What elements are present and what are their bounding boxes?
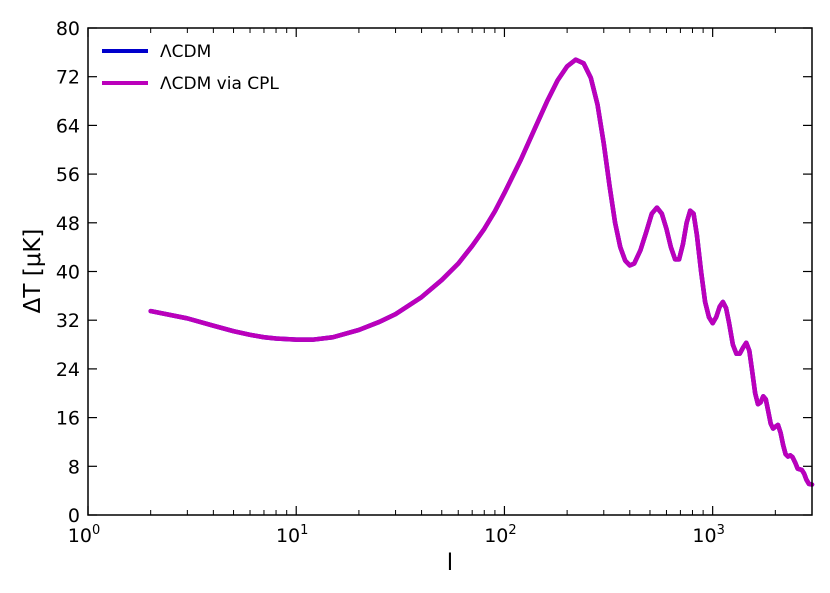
legend: ΛCDM ΛCDM via CPL <box>102 42 279 94</box>
series-line-1 <box>148 57 815 487</box>
series-layer <box>148 57 815 487</box>
y-tick-label: 64 <box>56 115 80 137</box>
legend-label-lcdm-via-cpl: ΛCDM via CPL <box>160 74 279 94</box>
y-tick-label: 8 <box>68 456 80 478</box>
y-tick-label: 24 <box>56 359 80 381</box>
y-tick-label: 0 <box>68 505 80 527</box>
x-tick-label: 100 <box>68 523 100 547</box>
x-axis-label: l <box>447 550 453 576</box>
y-axis-label: ΔT [μK] <box>20 229 46 314</box>
ticks-layer: 100 101 102 103 0 8 16 24 32 40 48 56 64 72 80 <box>56 18 813 547</box>
x-tick-label: 103 <box>692 523 724 547</box>
y-tick-label: 72 <box>56 67 80 89</box>
y-tick-label: 40 <box>56 262 80 284</box>
y-tick-label: 48 <box>56 213 80 235</box>
y-tick-label: 16 <box>56 408 80 430</box>
y-tick-label: 80 <box>56 18 80 40</box>
x-tick-label: 101 <box>276 523 308 547</box>
legend-label-lcdm: ΛCDM <box>160 42 211 62</box>
y-tick-label: 32 <box>56 310 80 332</box>
plot-frame <box>87 27 813 516</box>
x-tick-label: 102 <box>484 523 516 547</box>
y-tick-label: 56 <box>56 164 80 186</box>
